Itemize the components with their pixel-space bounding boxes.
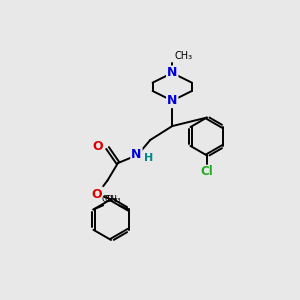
Text: N: N [167,67,177,80]
Text: N: N [167,94,177,107]
Text: CH₃: CH₃ [101,195,118,204]
Text: O: O [92,188,103,201]
Text: CH₃: CH₃ [174,51,192,62]
Text: H: H [144,153,153,163]
Text: O: O [93,140,104,153]
Text: N: N [131,148,142,161]
Text: Cl: Cl [200,165,213,178]
Text: CH₃: CH₃ [104,195,121,204]
